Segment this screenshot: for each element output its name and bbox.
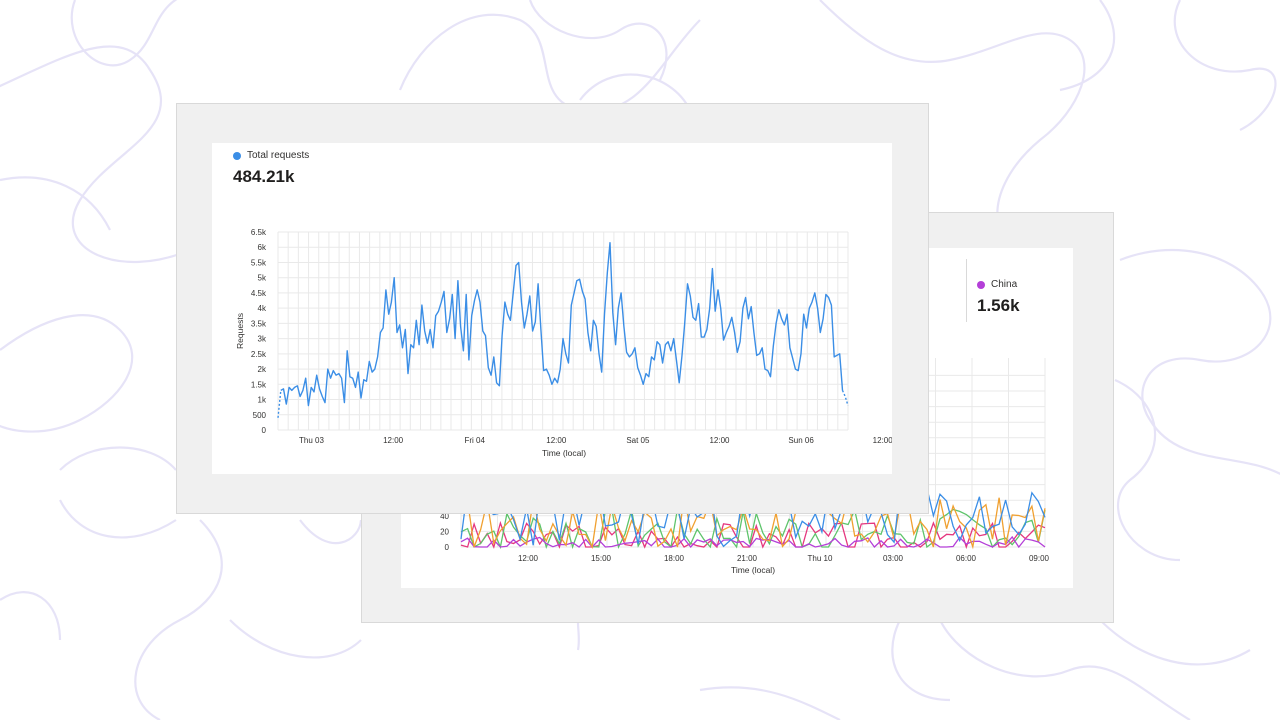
y-tick-label: 6.5k: [251, 228, 267, 237]
back-x-tick-label: 09:00: [1029, 554, 1050, 563]
total-requests-legend-label: Total requests: [247, 150, 310, 161]
y-tick-label: 4k: [258, 304, 267, 313]
back-x-tick-label: Thu 10: [808, 554, 833, 563]
back-series-line: [460, 535, 1046, 549]
total-requests-legend-dot: [233, 151, 241, 160]
back-x-tick-label: 15:00: [591, 554, 612, 563]
back-y-tick-label: 40: [440, 512, 449, 521]
total-requests-legend[interactable]: Total requests: [233, 150, 309, 161]
back-series-line: [460, 508, 1046, 550]
back-x-tick-label: 18:00: [664, 554, 685, 563]
y-tick-label: 5.5k: [251, 258, 267, 267]
x-tick-label: 12:00: [383, 436, 404, 445]
legend-divider: [966, 259, 967, 322]
y-tick-label: 1.5k: [251, 380, 267, 389]
x-tick-label: Sun 06: [788, 436, 814, 445]
y-tick-label: 2.5k: [251, 350, 267, 359]
x-tick-label: Thu 03: [299, 436, 324, 445]
y-axis-label: Requests: [235, 313, 245, 349]
back-x-tick-label: 12:00: [518, 554, 539, 563]
back-x-axis-label: Time (local): [731, 565, 775, 575]
back-y-tick-label: 20: [440, 527, 449, 536]
y-tick-label: 5k: [258, 274, 267, 283]
series-line-total-requests: [280, 242, 844, 407]
x-tick-label: Fri 04: [464, 436, 485, 445]
china-legend[interactable]: China: [977, 279, 1017, 290]
y-tick-label: 500: [253, 411, 267, 420]
series-line-start-dashed: [277, 390, 282, 418]
back-x-tick-label: 06:00: [956, 554, 977, 563]
series-line-end-dashed: [841, 390, 849, 406]
y-tick-label: 4.5k: [251, 289, 267, 298]
china-total-value: 1.56k: [977, 296, 1020, 315]
back-x-tick-label: 03:00: [883, 554, 904, 563]
back-x-tick-label: 21:00: [737, 554, 758, 563]
requests-line-chart: 0 500 1k 1.5k 2k 2.5k 3k 3.5k 4k 4.5k 5k 5.5k 6k 6.5k…: [235, 228, 892, 458]
y-tick-label: 0: [262, 426, 267, 435]
x-axis-label: Time (local): [542, 448, 586, 458]
china-legend-dot: [977, 280, 985, 289]
back-y-tick-label: 0: [445, 543, 450, 552]
y-tick-label: 1k: [258, 396, 267, 405]
x-tick-label: 12:00: [873, 436, 892, 445]
china-legend-label: China: [991, 279, 1018, 290]
total-requests-value: 484.21k: [233, 167, 295, 186]
x-tick-label: Sat 05: [626, 436, 650, 445]
x-tick-label: 12:00: [546, 436, 567, 445]
y-tick-label: 3k: [258, 335, 267, 344]
y-tick-label: 6k: [258, 243, 267, 252]
y-tick-label: 3.5k: [251, 319, 267, 328]
x-tick-label: 12:00: [709, 436, 730, 445]
y-tick-label: 2k: [258, 365, 267, 374]
